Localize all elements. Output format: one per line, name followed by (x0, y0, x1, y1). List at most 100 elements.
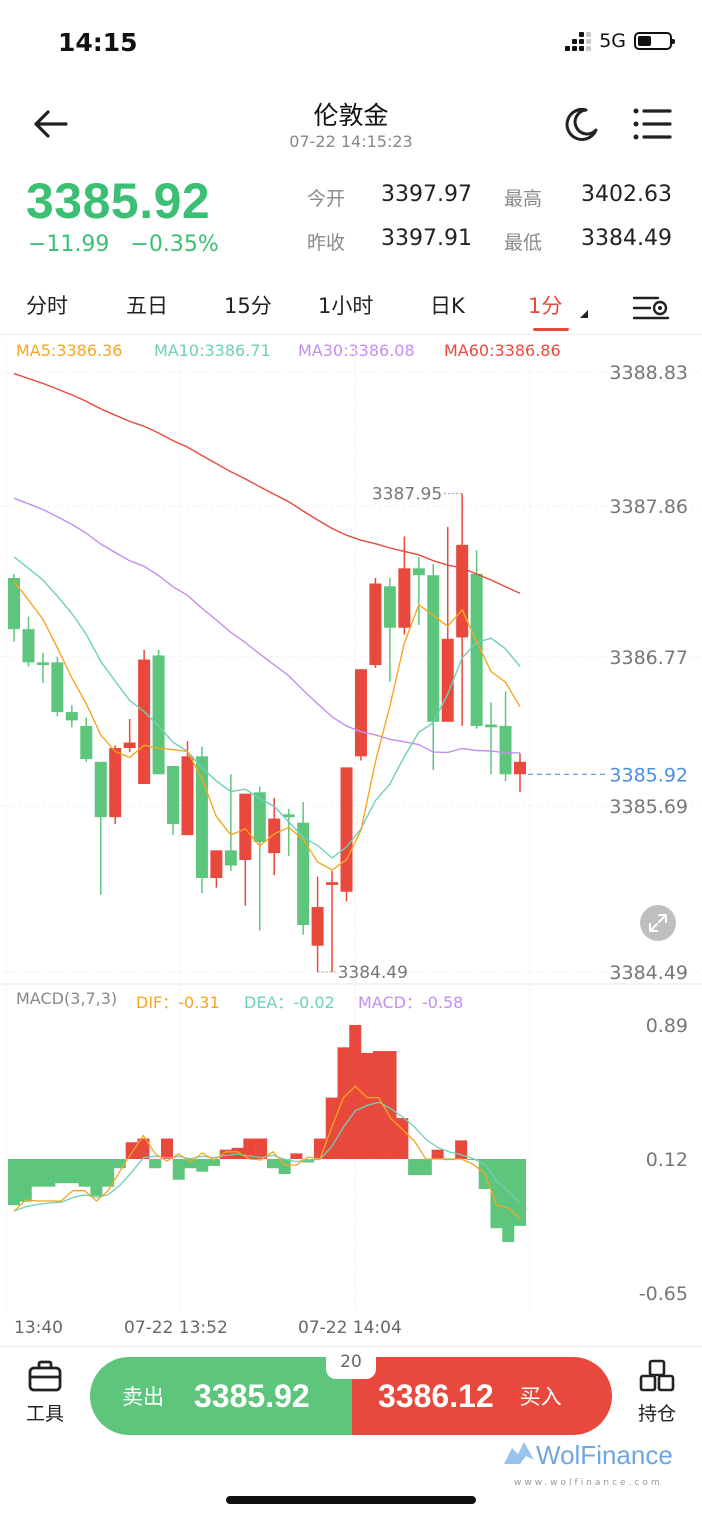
ma10-legend: MA10:3386.71 (154, 341, 271, 360)
dif-line (13, 1085, 521, 1219)
macd-bar (160, 1138, 173, 1159)
sell-button[interactable]: 卖出 3385.92 (90, 1357, 352, 1435)
ma5-line (13, 581, 521, 871)
candle-body (195, 756, 208, 878)
moon-icon (565, 107, 598, 141)
price-axis-label: 3387.86 (609, 496, 688, 518)
open-label: 今开 (307, 188, 346, 210)
candle-body (470, 573, 483, 726)
sell-label: 卖出 (122, 1385, 164, 1409)
candle-body (514, 761, 526, 775)
stacked-boxes-icon (639, 1359, 675, 1392)
macd-bar (19, 1159, 32, 1202)
candle-body (51, 662, 64, 713)
candle-body (8, 577, 20, 630)
x-label-mid: 07-22 13:52 (124, 1318, 228, 1338)
price-axis-label: 3386.77 (609, 647, 688, 669)
macd-bar (8, 1159, 20, 1206)
candle-body (282, 814, 295, 818)
candle-body (398, 568, 411, 628)
candle-body (152, 655, 165, 775)
current-price-label: 3385.92 (609, 764, 688, 786)
ma60-legend: MA60:3386.86 (444, 341, 561, 360)
candle-body (239, 793, 252, 861)
price-axis: 3388.83 3387.86 3386.77 3385.69 3384.49 3385.… (609, 362, 688, 1305)
ma30-line (13, 497, 521, 754)
list-menu-icon (633, 108, 672, 140)
macd-bar (90, 1159, 103, 1196)
tools-button[interactable]: 工具 (20, 1359, 70, 1426)
macd-bar (431, 1149, 444, 1159)
positions-button[interactable]: 持仓 (632, 1359, 682, 1426)
tab-1min[interactable]: 1分 (528, 294, 563, 318)
change-value: −11.99 (28, 232, 110, 257)
candle-body (427, 575, 440, 722)
trade-bar: 工具 卖出 3385.92 3386.12 买入 20 持仓 (0, 1345, 702, 1445)
macd-axis-label: 0.12 (646, 1149, 688, 1171)
ma5-legend: MA5:3386.36 (16, 341, 123, 360)
candle-body (441, 638, 454, 722)
watermark-brand: WolFinance (536, 1440, 673, 1470)
dropdown-triangle-icon[interactable] (578, 308, 590, 320)
macd-bar (313, 1138, 326, 1159)
macd-bar (514, 1159, 526, 1226)
tab-timeshare[interactable]: 分时 (26, 294, 68, 318)
macd-bar (384, 1051, 397, 1159)
candle-body (340, 767, 353, 892)
macd-bar (172, 1159, 185, 1180)
price-axis-label: 3385.69 (609, 796, 688, 818)
night-mode-button[interactable] (556, 100, 604, 148)
change-percent: −0.35% (130, 232, 219, 257)
wolf-logo-icon (504, 1442, 534, 1464)
bottom-divider (0, 1346, 702, 1347)
fullscreen-button[interactable] (640, 905, 676, 941)
back-button[interactable] (26, 100, 74, 148)
macd-bar (196, 1159, 209, 1172)
home-indicator (226, 1496, 476, 1504)
low-value: 3384.49 (581, 226, 672, 251)
candle-body (253, 792, 266, 843)
spread-badge: 20 (326, 1349, 376, 1379)
tab-15min[interactable]: 15分 (224, 294, 272, 318)
positions-label: 持仓 (637, 1403, 676, 1425)
candle-body (499, 725, 512, 775)
ma-lines: 3387.95 3384.49 (13, 372, 608, 983)
macd-bar (184, 1159, 197, 1169)
current-price: 3385.92 (26, 173, 211, 229)
macd-bar (219, 1149, 232, 1159)
high-value: 3402.63 (581, 182, 672, 207)
menu-button[interactable] (628, 100, 676, 148)
network-label: 5G (599, 30, 626, 52)
indicator-settings-icon[interactable] (632, 294, 670, 322)
macd-bar (502, 1159, 515, 1243)
candle-body (22, 629, 35, 663)
macd-bar (290, 1153, 303, 1159)
macd-bar (466, 1159, 479, 1160)
buy-button[interactable]: 3386.12 买入 (352, 1357, 612, 1435)
macd-bar (243, 1138, 256, 1159)
macd-axis-label: 0.89 (646, 1015, 688, 1037)
active-tab-indicator (533, 328, 569, 331)
candle-body (297, 822, 310, 925)
candle-body (456, 544, 469, 638)
ma10-line (13, 556, 521, 859)
macd-bar (408, 1159, 421, 1176)
candle-body (36, 662, 49, 666)
tab-daily-k[interactable]: 日K (430, 294, 465, 318)
price-axis-label: 3384.49 (609, 962, 688, 984)
macd-bar (255, 1138, 268, 1159)
x-label-start: 13:40 (14, 1318, 63, 1338)
candle-body (412, 568, 425, 576)
buy-price: 3386.12 (378, 1377, 494, 1414)
price-change: −11.99 −0.35% (28, 232, 233, 257)
candle-body (138, 659, 151, 784)
macd-bar (302, 1159, 315, 1163)
macd-bar (396, 1118, 409, 1159)
candle-body (181, 756, 194, 836)
macd-bar (102, 1159, 115, 1187)
candlestick-chart[interactable]: 3387.95 3384.49 3388.83 3387.86 3386.77 3385… (0, 336, 702, 1346)
tab-1hour[interactable]: 1小时 (318, 294, 374, 318)
prev-close-label: 昨收 (307, 232, 346, 254)
tab-five-day[interactable]: 五日 (126, 294, 168, 318)
page-title: 伦敦金 (313, 101, 389, 130)
